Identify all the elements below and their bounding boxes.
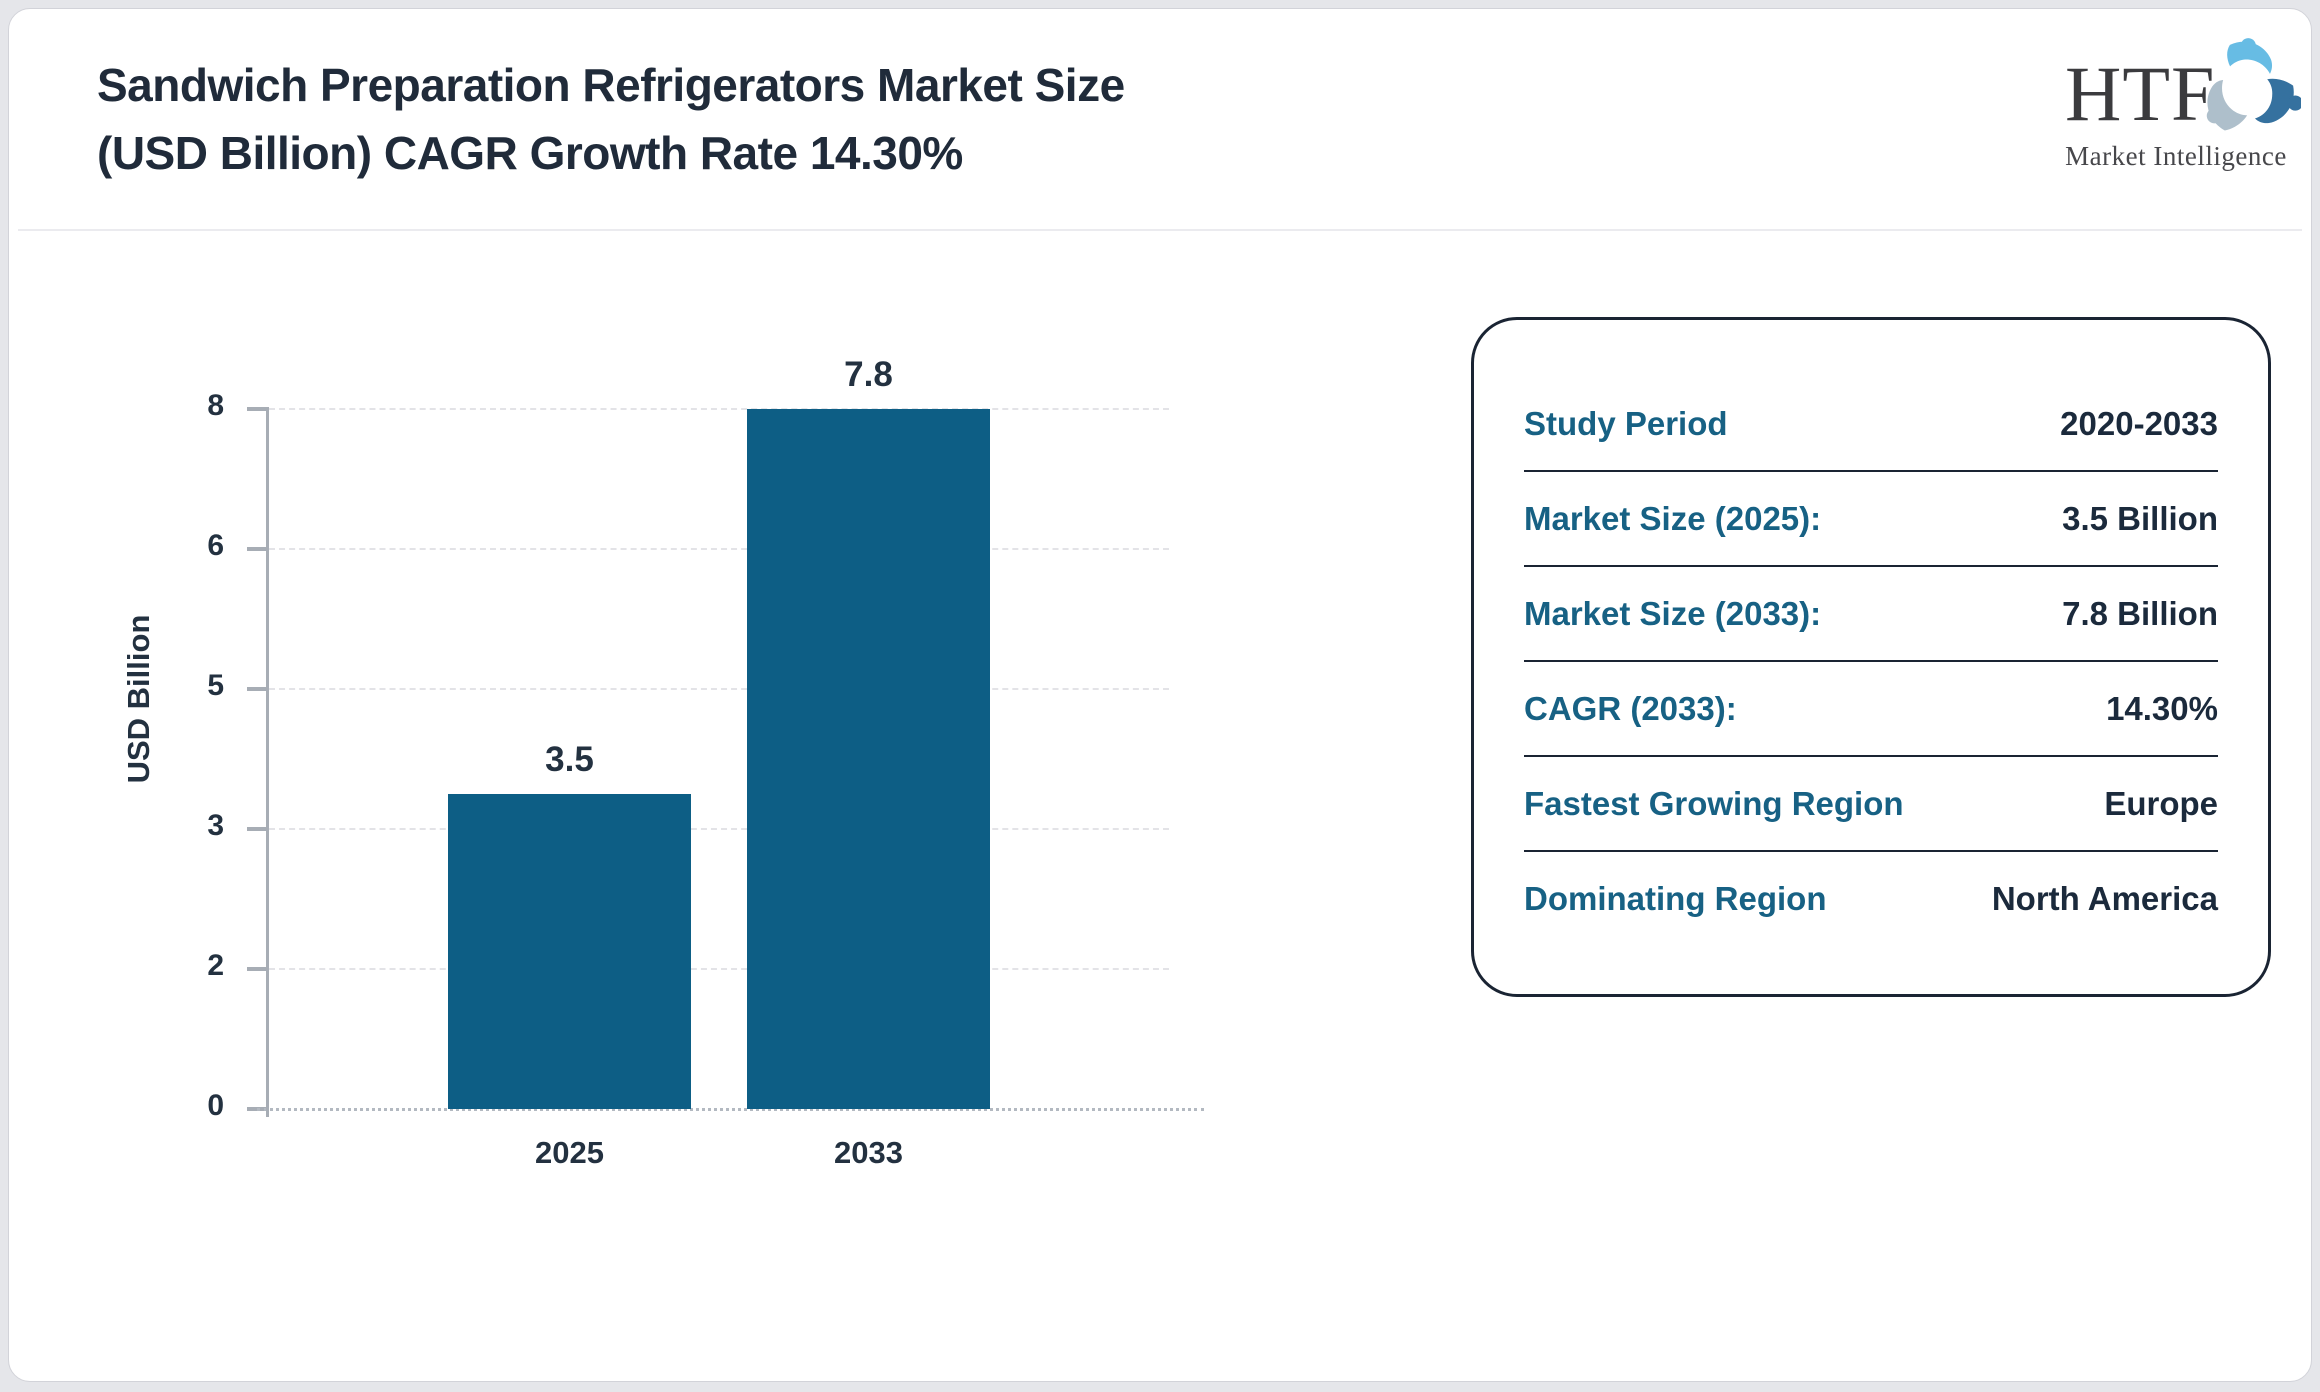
info-card: Study Period 2020-2033 Market Size (2025…: [1471, 317, 2271, 997]
info-value: North America: [1991, 879, 2218, 917]
info-label: Market Size (2033):: [1524, 594, 1822, 632]
htf-logo: HTF: [2061, 37, 2303, 172]
info-row-dominating-region: Dominating Region North America: [1524, 852, 2218, 945]
info-row-study-period: Study Period 2020-2033: [1524, 377, 2218, 472]
y-tick-mark: [247, 407, 269, 411]
page-title-line2: (USD Billion) CAGR Growth Rate 14.30%: [97, 127, 963, 179]
y-tick-label: 3: [207, 809, 224, 842]
y-tick-label: 5: [207, 669, 224, 702]
y-tick-mark: [247, 827, 269, 831]
info-label: Dominating Region: [1524, 879, 1827, 917]
x-tick-label: 2025: [535, 1135, 604, 1170]
info-row-fastest-growing-region: Fastest Growing Region Europe: [1524, 757, 2218, 852]
y-tick-label: 0: [207, 1089, 224, 1122]
y-gridline: [269, 968, 1169, 970]
y-gridline: [269, 688, 1169, 690]
y-gridline: [269, 828, 1169, 830]
y-gridline: [269, 408, 1169, 410]
bar-value-label: 7.8: [844, 355, 893, 394]
info-label: Market Size (2025):: [1524, 499, 1822, 537]
y-tick-label: 8: [207, 389, 224, 422]
info-label: Study Period: [1524, 404, 1728, 442]
info-value: 2020-2033: [2060, 404, 2218, 442]
info-value: Europe: [2104, 784, 2218, 822]
logo-text: HTF: [2065, 50, 2216, 137]
content-sheet: Sandwich Preparation Refrigerators Marke…: [8, 8, 2312, 1382]
bar-value-label: 3.5: [545, 740, 594, 779]
y-tick-label: 2: [207, 949, 224, 982]
info-row-market-size-2033: Market Size (2033): 7.8 Billion: [1524, 567, 2218, 662]
x-axis-line: [257, 1108, 1204, 1111]
x-tick-label: 2033: [834, 1135, 903, 1170]
y-axis-line: [266, 407, 269, 1117]
info-value: 7.8 Billion: [2062, 594, 2218, 632]
y-tick-label: 6: [207, 529, 224, 562]
y-tick-mark: [247, 547, 269, 551]
info-row-cagr: CAGR (2033): 14.30%: [1524, 662, 2218, 757]
y-tick-mark: [247, 687, 269, 691]
info-row-market-size-2025: Market Size (2025): 3.5 Billion: [1524, 472, 2218, 567]
info-value: 14.30%: [2106, 689, 2218, 727]
page-title: Sandwich Preparation Refrigerators Marke…: [97, 51, 1125, 187]
info-card-rows: Study Period 2020-2033 Market Size (2025…: [1524, 377, 2218, 945]
y-tick-mark: [247, 967, 269, 971]
header-divider: [18, 229, 2302, 231]
logo-subtext: Market Intelligence: [2065, 141, 2287, 171]
y-gridline: [269, 548, 1169, 550]
info-value: 3.5 Billion: [2062, 499, 2218, 537]
info-label: Fastest Growing Region: [1524, 784, 1904, 822]
bar-2033: [747, 409, 990, 1109]
page-title-line1: Sandwich Preparation Refrigerators Marke…: [97, 59, 1125, 111]
bar-chart: USD Billion 0 2 3 5 6 8 3.5 2025 7.8 2033: [9, 9, 2311, 1381]
info-label: CAGR (2033):: [1524, 689, 1737, 727]
three-figures-swirl-icon: [2193, 33, 2303, 146]
bar-2025: [448, 794, 691, 1109]
